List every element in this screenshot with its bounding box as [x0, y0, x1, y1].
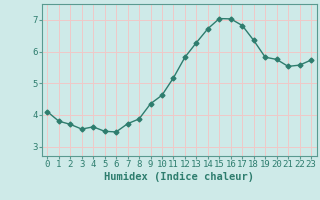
X-axis label: Humidex (Indice chaleur): Humidex (Indice chaleur): [104, 172, 254, 182]
